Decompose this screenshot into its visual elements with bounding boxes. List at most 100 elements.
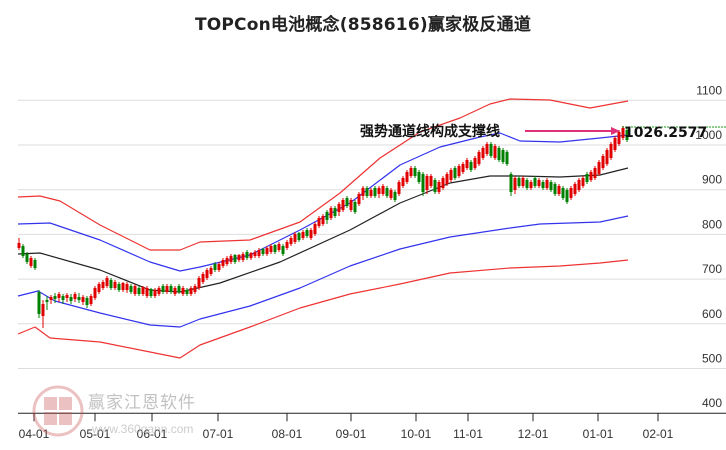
candle-body: [381, 186, 385, 194]
candle-body: [389, 190, 393, 198]
candle-body: [257, 250, 261, 256]
candle-body: [357, 194, 361, 204]
candle-body: [197, 278, 201, 288]
candle-body: [417, 172, 421, 182]
candle-body: [177, 286, 181, 292]
candle-body: [173, 288, 177, 294]
candle-body: [217, 264, 221, 270]
candle-body: [369, 190, 373, 196]
candle-body: [37, 292, 41, 314]
candle-body: [121, 283, 125, 290]
candle-body: [597, 162, 601, 174]
candle-body: [305, 230, 309, 236]
x-tick-label: 02-01: [643, 427, 674, 441]
candle-body: [477, 152, 481, 164]
candle-body: [457, 166, 461, 176]
candle-body: [377, 188, 381, 194]
x-tick-label: 10-01: [401, 427, 432, 441]
candle-body: [361, 188, 365, 196]
candle-body: [33, 260, 37, 268]
candle-body: [49, 297, 53, 300]
candle-body: [293, 234, 297, 242]
y-tick-label: 400: [702, 396, 722, 410]
x-tick-label: 01-01: [583, 427, 614, 441]
candle-body: [281, 246, 285, 254]
candle-body: [409, 168, 413, 176]
candle-body: [453, 168, 457, 178]
candle-body: [473, 158, 477, 168]
candle-body: [89, 296, 93, 304]
candle-body: [413, 168, 417, 176]
candle-body: [233, 255, 237, 262]
candle-body: [145, 288, 149, 296]
candle-body: [341, 200, 345, 210]
candle-body: [625, 130, 629, 140]
candle-body: [253, 252, 257, 256]
candle-body: [113, 282, 117, 288]
candle-body: [525, 180, 529, 188]
candle-body: [405, 172, 409, 182]
candle-body: [425, 176, 429, 190]
candle-body: [269, 246, 273, 252]
candle-body: [513, 178, 517, 190]
candle-body: [501, 150, 505, 162]
candle-body: [297, 233, 301, 240]
candle-body: [577, 180, 581, 190]
candle-body: [337, 204, 341, 212]
candle-body: [65, 295, 69, 298]
candle-body: [237, 255, 241, 260]
candle-body: [593, 168, 597, 178]
candle-body: [333, 208, 337, 216]
candle-body: [85, 298, 89, 305]
x-tick-label: 04-01: [19, 427, 50, 441]
x-tick-label: 09-01: [336, 427, 367, 441]
candle-body: [17, 243, 21, 248]
candle-body: [613, 138, 617, 150]
candle-body: [397, 182, 401, 194]
candle-body: [493, 146, 497, 158]
candle-body: [53, 296, 57, 299]
candle-body: [157, 288, 161, 294]
candle-body: [153, 290, 157, 296]
candle-body: [585, 174, 589, 182]
candle-body: [533, 178, 537, 186]
candle-body: [393, 192, 397, 200]
channel-line-middle: [17, 167, 629, 293]
y-tick-label: 700: [702, 262, 722, 276]
candle-body: [461, 164, 465, 172]
channel-line-upper-inner: [17, 132, 629, 272]
candle-body: [349, 200, 353, 210]
candle-body: [373, 188, 377, 196]
candle-body: [581, 178, 585, 186]
candle-body: [589, 172, 593, 180]
candle-body: [141, 287, 145, 294]
candle-body: [537, 180, 541, 186]
x-tick-label: 11-01: [453, 427, 483, 441]
candle-body: [421, 174, 425, 192]
x-tick-label: 06-01: [137, 427, 168, 441]
candle-body: [313, 224, 317, 234]
candle-body: [301, 232, 305, 238]
candle-body: [505, 152, 509, 164]
candle-body: [189, 288, 193, 294]
candle-body: [265, 248, 269, 254]
candle-body: [529, 182, 533, 188]
candle-body: [617, 132, 621, 144]
candle-body: [61, 296, 65, 300]
candle-body: [353, 202, 357, 212]
candle-body: [277, 244, 281, 250]
candle-body: [25, 254, 29, 262]
candle-body: [149, 289, 153, 296]
candle-body: [345, 198, 349, 206]
candle-body: [93, 288, 97, 298]
candle-body: [161, 286, 165, 292]
price-label: 1026.2577: [624, 125, 707, 141]
x-tick-label: 12-01: [518, 427, 549, 441]
x-tick-label: 08-01: [272, 427, 303, 441]
candle-body: [321, 216, 325, 224]
y-tick-label: 1100: [696, 83, 722, 97]
candle-body: [385, 188, 389, 196]
candle-body: [329, 208, 333, 218]
candle-body: [117, 284, 121, 290]
